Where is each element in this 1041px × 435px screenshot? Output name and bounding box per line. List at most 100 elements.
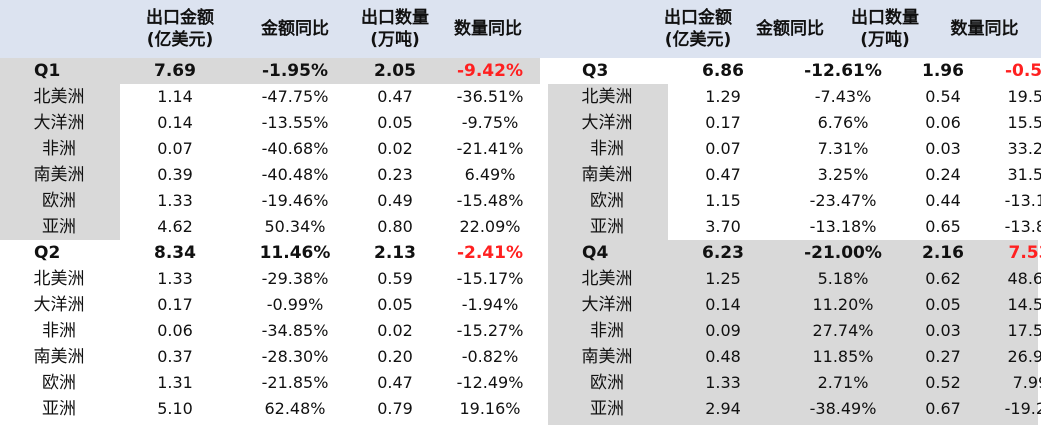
q3-summary-export-volume: 1.96 — [922, 61, 964, 81]
q3-summary-volume-yoy: -0.53% — [1004, 61, 1041, 81]
q2-region-cell: 亚洲 — [42, 399, 76, 419]
q3-volume-yoy-cell: 31.57% — [1007, 165, 1041, 184]
q4-export-amount-cell: 2.94 — [705, 399, 741, 418]
q2-export-amount-cell: 0.06 — [157, 321, 193, 340]
q1-region-shade — [0, 84, 120, 240]
q1-summary-export-amount: 7.69 — [154, 61, 196, 81]
q1-export-volume-cell: 0.49 — [377, 191, 413, 210]
q3-export-volume-cell: 0.44 — [925, 191, 961, 210]
q4-amount-yoy-cell: 27.74% — [812, 321, 874, 340]
q3-amount-yoy-cell: -23.47% — [809, 191, 877, 210]
q3-export-volume-cell: 0.03 — [925, 139, 961, 158]
q3-region-shade — [548, 84, 668, 240]
q2-amount-yoy-cell: 62.48% — [264, 399, 326, 418]
q1-export-amount-cell: 0.07 — [157, 139, 193, 158]
q2-summary-region: Q2 — [34, 243, 61, 263]
q3-volume-yoy-cell: -13.18% — [1004, 191, 1041, 210]
q1-volume-yoy-cell: 6.49% — [464, 165, 516, 184]
q2-export-volume-cell: 0.05 — [377, 295, 413, 314]
header-amount-yoy-right: 金额同比 — [756, 19, 824, 39]
q3-region-cell: 欧洲 — [590, 191, 624, 211]
q1-region-cell: 亚洲 — [42, 217, 76, 237]
q3-export-amount-cell: 0.07 — [705, 139, 741, 158]
q3-amount-yoy-cell: 3.25% — [817, 165, 869, 184]
q4-volume-yoy-cell: -19.20% — [1004, 399, 1041, 418]
header-volume-yoy-left: 数量同比 — [454, 19, 522, 39]
q1-volume-yoy-cell: 22.09% — [459, 217, 521, 236]
q1-summary-shade — [0, 58, 540, 84]
q2-region-cell: 南美洲 — [33, 347, 85, 367]
q3-amount-yoy-cell: -7.43% — [814, 87, 872, 106]
q1-summary-amount-yoy: -1.95% — [261, 61, 329, 81]
q4-volume-yoy-cell: 48.63% — [1007, 269, 1041, 288]
q1-amount-yoy-cell: 50.34% — [264, 217, 326, 236]
q1-export-volume-cell: 0.02 — [377, 139, 413, 158]
q4-amount-yoy-cell: 11.85% — [812, 347, 874, 366]
q1-amount-yoy-cell: -40.68% — [261, 139, 329, 158]
q4-volume-yoy-cell: 26.92% — [1007, 347, 1041, 366]
q1-export-volume-cell: 0.05 — [377, 113, 413, 132]
q3-summary-export-amount: 6.86 — [702, 61, 744, 81]
q4-export-volume-cell: 0.67 — [925, 399, 961, 418]
q2-region-cell: 北美洲 — [33, 269, 85, 289]
q3-export-volume-cell: 0.65 — [925, 217, 961, 236]
q1-volume-yoy-cell: -9.75% — [461, 113, 519, 132]
q1-volume-yoy-cell: -15.48% — [456, 191, 524, 210]
q3-volume-yoy-cell: 33.28% — [1007, 139, 1041, 158]
q2-summary-export-amount: 8.34 — [154, 243, 196, 263]
q2-summary-volume-yoy: -2.41% — [456, 243, 524, 263]
q3-volume-yoy-cell: 19.57% — [1007, 87, 1041, 106]
q1-export-amount-cell: 0.14 — [157, 113, 193, 132]
q4-region-cell: 大洋洲 — [581, 295, 633, 315]
q1-export-amount-cell: 4.62 — [157, 217, 193, 236]
q4-export-amount-cell: 1.33 — [705, 373, 741, 392]
q4-volume-yoy-cell: 7.99% — [1012, 373, 1041, 392]
q1-volume-yoy-cell: -21.41% — [456, 139, 524, 158]
q4-amount-yoy-cell: -38.49% — [809, 399, 877, 418]
q4-export-amount-cell: 0.14 — [705, 295, 741, 314]
q4-region-cell: 亚洲 — [590, 399, 624, 419]
q4-amount-yoy-cell: 2.71% — [817, 373, 869, 392]
q3-summary-region: Q3 — [582, 61, 609, 81]
q1-export-volume-cell: 0.23 — [377, 165, 413, 184]
q2-summary-export-volume: 2.13 — [374, 243, 416, 263]
q4-export-amount-cell: 0.48 — [705, 347, 741, 366]
q3-export-volume-cell: 0.54 — [925, 87, 961, 106]
q1-region-cell: 北美洲 — [33, 87, 85, 107]
q3-region-cell: 亚洲 — [590, 217, 624, 237]
q3-summary-amount-yoy: -12.61% — [804, 61, 882, 81]
q3-export-amount-cell: 0.47 — [705, 165, 741, 184]
q2-volume-yoy-cell: 19.16% — [459, 399, 521, 418]
q3-region-cell: 北美洲 — [581, 87, 633, 107]
q1-region-cell: 非洲 — [42, 139, 76, 159]
q4-export-amount-cell: 1.25 — [705, 269, 741, 288]
q4-volume-yoy-cell: 17.59% — [1007, 321, 1041, 340]
q4-region-cell: 北美洲 — [581, 269, 633, 289]
q1-amount-yoy-cell: -40.48% — [261, 165, 329, 184]
q3-amount-yoy-cell: 6.76% — [817, 113, 869, 132]
q4-export-volume-cell: 0.52 — [925, 373, 961, 392]
q4-summary-region: Q4 — [582, 243, 609, 263]
header-amount-yoy-left: 金额同比 — [261, 19, 329, 39]
q1-region-cell: 南美洲 — [33, 165, 85, 185]
q4-summary-export-volume: 2.16 — [922, 243, 964, 263]
q4-region-cell: 非洲 — [590, 321, 624, 341]
q4-summary-amount-yoy: -21.00% — [804, 243, 882, 263]
q2-amount-yoy-cell: -21.85% — [261, 373, 329, 392]
q1-volume-yoy-cell: -36.51% — [456, 87, 524, 106]
q1-amount-yoy-cell: -19.46% — [261, 191, 329, 210]
q2-export-volume-cell: 0.02 — [377, 321, 413, 340]
q3-amount-yoy-cell: -13.18% — [809, 217, 877, 236]
q2-export-volume-cell: 0.47 — [377, 373, 413, 392]
q4-summary-shade — [548, 240, 1038, 266]
q2-export-amount-cell: 0.37 — [157, 347, 193, 366]
q3-region-cell: 南美洲 — [581, 165, 633, 185]
q3-export-amount-cell: 3.70 — [705, 217, 741, 236]
q2-volume-yoy-cell: -0.82% — [461, 347, 519, 366]
q2-region-cell: 大洋洲 — [33, 295, 85, 315]
q1-export-amount-cell: 0.39 — [157, 165, 193, 184]
q2-amount-yoy-cell: -29.38% — [261, 269, 329, 288]
q2-volume-yoy-cell: -15.27% — [456, 321, 524, 340]
q4-export-volume-cell: 0.62 — [925, 269, 961, 288]
q3-region-cell: 大洋洲 — [581, 113, 633, 133]
